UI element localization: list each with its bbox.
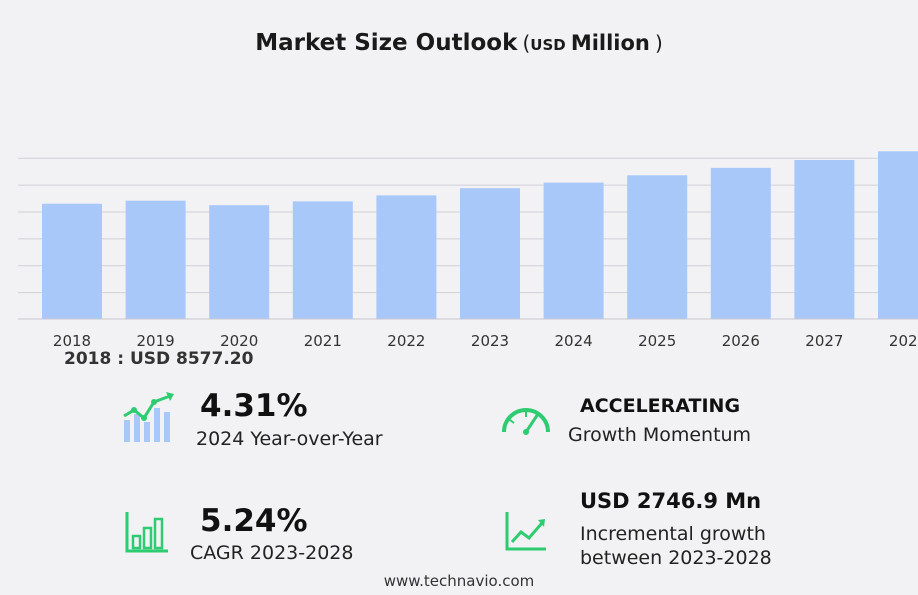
- bar-2022: [376, 195, 437, 319]
- x-tick-labels: 2018 2019 2020 2021 2022 2023 2024 2025 2026 2027…: [53, 332, 918, 350]
- bars: [42, 151, 918, 319]
- bar-chart-icon: [125, 512, 168, 553]
- line-chart-icon: [505, 512, 546, 551]
- x-tick-label-2026: 2026: [722, 332, 760, 350]
- bar-2028: [878, 151, 918, 319]
- x-tick-label-2028: 2028: [889, 332, 918, 350]
- bar-2019: [125, 200, 186, 319]
- bar-2026: [710, 167, 771, 319]
- bar-2018: [42, 203, 102, 319]
- speedometer-icon: [502, 408, 550, 435]
- incremental-label-line1: Incremental growth: [580, 523, 766, 545]
- incremental-value: USD 2746.9 Mn: [580, 489, 762, 513]
- title-close-paren: ): [654, 31, 663, 55]
- x-tick-label-2024: 2024: [555, 332, 593, 350]
- x-tick-label-2018: 2018: [53, 332, 91, 350]
- momentum-value: ACCELERATING: [580, 395, 741, 417]
- title-currency: USD: [530, 36, 566, 54]
- x-tick-label-2020: 2020: [220, 332, 258, 350]
- cagr-label: CAGR 2023-2028: [190, 542, 354, 564]
- bar-trend-icon: [123, 392, 174, 442]
- bar-2021: [292, 201, 353, 319]
- chart-title: Market Size Outlook (USD Million ): [0, 30, 918, 56]
- x-tick-label-2019: 2019: [137, 332, 175, 350]
- bar-chart: 2018 2019 2020 2021 2022 2023 2024 2025 2026 2027…: [18, 151, 918, 350]
- bar-2027: [794, 160, 855, 319]
- incremental-label-line2: between 2023-2028: [580, 547, 772, 569]
- bar-2020: [209, 205, 270, 319]
- bar-2023: [460, 188, 520, 319]
- footer-source: www.technavio.com: [383, 572, 535, 590]
- chart-title-main: Market Size Outlook: [255, 30, 518, 56]
- x-tick-label-2027: 2027: [805, 332, 843, 350]
- title-open-paren: (: [522, 31, 531, 55]
- bar-2024: [543, 182, 604, 319]
- x-tick-label-2022: 2022: [387, 332, 425, 350]
- x-tick-label-2023: 2023: [471, 332, 509, 350]
- title-unit: Million: [570, 31, 650, 55]
- bar-2025: [627, 175, 688, 319]
- x-tick-label-2021: 2021: [304, 332, 342, 350]
- x-tick-label-2025: 2025: [638, 332, 676, 350]
- yoy-label: 2024 Year-over-Year: [196, 428, 383, 450]
- yoy-value: 4.31%: [200, 388, 308, 424]
- base-year-value: 2018 : USD 8577.20: [64, 349, 254, 369]
- cagr-value: 5.24%: [200, 503, 308, 539]
- momentum-label: Growth Momentum: [568, 424, 752, 446]
